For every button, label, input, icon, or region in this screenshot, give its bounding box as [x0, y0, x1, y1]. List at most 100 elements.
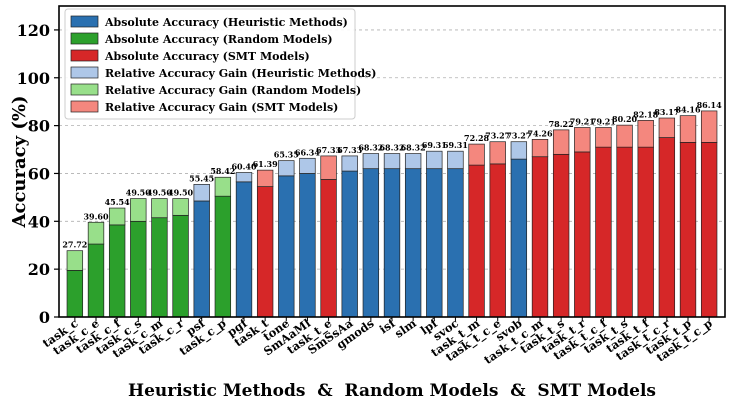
bar-gain-task_t_c_e — [489, 141, 506, 165]
y-tick-label: 40 — [28, 212, 50, 231]
bar-absolute-task_t_c_r — [658, 137, 676, 318]
bar-absolute-task_t_r — [574, 151, 591, 318]
bar-value-label: 86.14 — [697, 100, 722, 110]
bar-value-label: 27.72 — [62, 240, 87, 250]
bar-value-label: 68.32 — [358, 143, 383, 153]
bar-value-label: 78.22 — [549, 119, 574, 129]
bar-gain-task_c_e — [87, 221, 105, 245]
bar-gain-task_t_f — [637, 120, 654, 148]
y-tick-label: 100 — [17, 69, 50, 88]
bar-gain-SmAaMl — [299, 157, 316, 174]
bar-value-label: 49.50 — [168, 188, 193, 198]
y-tick-label: 0 — [39, 308, 50, 327]
y-tick-label: 80 — [28, 117, 50, 136]
legend-swatch — [70, 100, 99, 113]
x-axis-title: Heuristic Methods & Random Models & SMT … — [128, 381, 656, 401]
bar-gain-task_c_s — [130, 198, 147, 222]
bar-absolute-task_t_c_f — [595, 146, 612, 318]
bar-gain-task_c — [66, 250, 84, 271]
bar-gain-task_t_c_p — [700, 110, 718, 143]
bar-gain-task_c_f — [108, 207, 126, 226]
bar-value-label: 45.54 — [105, 197, 130, 207]
bar-absolute-gmods — [362, 168, 380, 318]
y-tick-label: 120 — [17, 21, 50, 40]
bar-gain-tone — [278, 160, 295, 177]
bar-absolute-pgf — [235, 181, 253, 318]
bar-gain-task_t_r — [574, 127, 591, 153]
legend-item-label: Relative Accuracy Gain (Heuristic Method… — [105, 67, 376, 80]
bar-absolute-task_t_c_p — [700, 142, 718, 318]
legend-swatch — [70, 66, 99, 79]
bar-absolute-task_t_p — [679, 142, 697, 318]
bar-value-label: 49.50 — [126, 188, 151, 198]
bar-gain-task_t_c_f — [595, 127, 612, 148]
bar-value-label: 61.39 — [253, 159, 278, 169]
bar-absolute-task_c_m — [151, 217, 168, 318]
bar-absolute-SmAaMl — [299, 173, 316, 318]
bar-value-label: 83.17 — [654, 107, 679, 117]
bar-gain-pgf — [235, 172, 253, 183]
bar-absolute-task_t_c_m — [531, 156, 549, 318]
legend-item-label: Absolute Accuracy (Heuristic Methods) — [104, 16, 348, 29]
bar-absolute-task_c_s — [130, 220, 147, 318]
bar-absolute-svoc — [447, 168, 464, 318]
legend-swatch — [70, 49, 99, 62]
bar-gain-lpf — [426, 150, 443, 170]
bar-absolute-task_t_f — [637, 146, 654, 318]
bar-value-label: 82.18 — [633, 109, 658, 119]
bar-absolute-tone — [278, 175, 295, 318]
bar-gain-task_t_c_m — [531, 138, 549, 158]
bar-absolute-SmSsAa — [341, 170, 358, 318]
bar-value-label: 58.42 — [210, 166, 235, 176]
legend-swatch — [70, 32, 99, 45]
bar-absolute-task_c_r — [172, 214, 189, 318]
bar-value-labels: 27.7239.6045.5449.5049.5049.5055.4558.42… — [62, 100, 722, 250]
y-tick-label: 60 — [28, 164, 50, 183]
bar-gain-task_t_s — [616, 124, 633, 148]
legend: Absolute Accuracy (Heuristic Methods) Abs… — [64, 8, 376, 120]
bar-value-label: 60.40 — [231, 162, 256, 172]
legend-swatch — [70, 15, 99, 28]
bar-absolute-task_c — [66, 270, 84, 318]
bar-gain-task_t_c_r — [658, 117, 676, 138]
bar-gain-task_t — [256, 169, 274, 187]
bar-value-label: 68.32 — [401, 143, 426, 153]
bar-gain-task_t_s — [552, 129, 570, 155]
y-axis-title: Accuracy (%) — [9, 96, 30, 229]
bar-absolute-svob — [510, 158, 528, 318]
bar-value-label: 55.45 — [189, 173, 214, 183]
legend-swatch — [70, 83, 99, 96]
bar-gain-task_t_e — [320, 155, 337, 180]
y-tick-label: 20 — [28, 260, 50, 279]
bar-absolute-task_t_m — [468, 164, 485, 318]
bar-gain-task_c_p — [214, 176, 232, 197]
bar-value-label: 65.35 — [274, 150, 299, 160]
x-tick-label: slm — [392, 316, 419, 341]
legend-item-label: Relative Accuracy Gain (Random Models) — [105, 84, 361, 97]
bar-value-label: 66.34 — [295, 147, 320, 157]
bar-absolute-task_c_p — [214, 195, 232, 318]
bar-value-label: 67.33 — [337, 145, 362, 155]
bar-gain-task_c_r — [172, 198, 189, 216]
bar-gain-isf — [383, 153, 401, 170]
bar-absolute-task_c_e — [87, 243, 105, 318]
bar-absolute-task_t — [256, 186, 274, 318]
bar-gain-svoc — [447, 150, 464, 170]
bar-absolute-task_t_c_e — [489, 163, 506, 318]
legend-item-label: Relative Accuracy Gain (SMT Models) — [105, 101, 338, 114]
bar-value-label: 69.31 — [443, 140, 468, 150]
bar-gain-gmods — [362, 153, 380, 170]
bar-absolute-task_t_s — [616, 146, 633, 318]
bar-gain-task_c_m — [151, 198, 168, 219]
bar-value-label: 68.32 — [379, 143, 404, 153]
legend-box — [64, 8, 356, 120]
bar-absolute-task_t_e — [320, 179, 337, 318]
bar-value-label: 67.33 — [316, 145, 341, 155]
plot-frame — [58, 5, 726, 318]
bar-value-label: 69.31 — [422, 140, 447, 150]
bar-absolute-task_t_s — [552, 153, 570, 318]
bar-absolute-slm — [404, 168, 422, 318]
bar-gain-task_t_m — [468, 143, 485, 166]
